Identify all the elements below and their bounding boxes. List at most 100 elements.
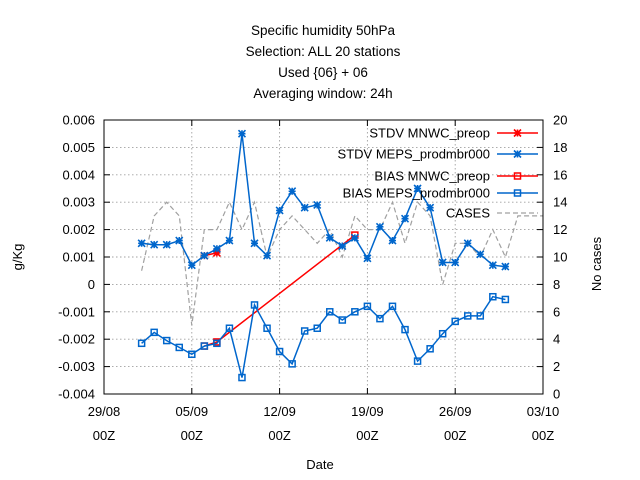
data-point-bias-meps-prodmbr000: [263, 324, 271, 332]
data-point-bias-meps-prodmbr000: [376, 314, 384, 323]
data-point-bias-meps-prodmbr000: [313, 324, 321, 332]
data-point-stdv-meps-prodmbr000: [438, 258, 447, 267]
data-point-bias-meps-prodmbr000: [351, 308, 359, 316]
data-point-stdv-meps-prodmbr000: [175, 236, 184, 245]
data-point-stdv-meps-prodmbr000: [476, 250, 485, 259]
data-point-bias-meps-prodmbr000: [338, 316, 347, 324]
y2-tick-label: 14: [553, 195, 567, 210]
legend-label-cases: CASES: [446, 206, 490, 221]
legend-label-stdv-mnwc-preop: STDV MNWC_preop: [369, 126, 490, 141]
x-tick-label-hour: 00Z: [93, 428, 115, 443]
data-point-bias-meps-prodmbr000: [188, 350, 196, 359]
series-line-cases: [141, 200, 543, 326]
data-point-stdv-meps-prodmbr000: [413, 184, 422, 193]
legend-label-bias-meps-prodmbr000: BIAS MEPS_prodmbr000: [343, 186, 490, 201]
x-tick-label-date: 29/08: [88, 404, 121, 419]
y-axis-label: g/Kg: [10, 244, 25, 271]
data-point-bias-meps-prodmbr000: [213, 339, 221, 348]
data-point-stdv-meps-prodmbr000: [426, 203, 435, 212]
data-point-bias-meps-prodmbr000: [137, 339, 146, 348]
y-tick-label: 0.002: [62, 222, 95, 237]
data-point-bias-meps-prodmbr000: [489, 292, 497, 301]
y2-tick-label: 10: [553, 250, 567, 265]
x-tick-label-date: 03/10: [527, 404, 560, 419]
legend-marker-stdv-meps-prodmbr000: [513, 149, 522, 159]
legend-label-bias-mnwc-preop: BIAS MNWC_preop: [374, 169, 490, 184]
data-point-bias-meps-prodmbr000: [175, 343, 184, 352]
data-point-bias-meps-prodmbr000: [326, 308, 334, 316]
y-tick-label: 0.001: [62, 250, 95, 265]
y-tick-label: -0.003: [58, 359, 95, 374]
y-tick-label: 0: [88, 277, 95, 292]
x-tick-label-hour: 00Z: [532, 428, 554, 443]
y2-axis-label: No cases: [589, 236, 604, 291]
y-tick-label: 0.003: [62, 195, 95, 210]
chart-title-line: Selection: ALL 20 stations: [246, 44, 401, 59]
y-tick-label: -0.002: [58, 332, 95, 347]
data-point-bias-meps-prodmbr000: [451, 317, 459, 326]
data-point-stdv-meps-prodmbr000: [275, 206, 284, 215]
data-point-bias-meps-prodmbr000: [162, 336, 171, 345]
data-point-stdv-meps-prodmbr000: [200, 251, 209, 260]
legend-marker-stdv-mnwc-preop: [513, 128, 522, 138]
data-point-stdv-meps-prodmbr000: [313, 200, 322, 210]
legend-marker-bias-mnwc-preop: [513, 172, 522, 180]
data-point-bias-meps-prodmbr000: [438, 329, 447, 338]
y-tick-label: 0.004: [62, 167, 95, 182]
data-point-stdv-meps-prodmbr000: [225, 236, 234, 245]
x-tick-label-date: 12/09: [263, 404, 296, 419]
data-point-stdv-meps-prodmbr000: [250, 239, 259, 248]
data-point-stdv-meps-prodmbr000: [338, 241, 347, 251]
data-point-bias-meps-prodmbr000: [250, 301, 259, 309]
x-tick-label-hour: 00Z: [181, 428, 203, 443]
data-point-stdv-mnwc-preop: [212, 248, 221, 257]
chart-title-line: Averaging window: 24h: [253, 86, 392, 101]
data-point-bias-meps-prodmbr000: [463, 312, 472, 320]
data-point-stdv-meps-prodmbr000: [187, 261, 196, 270]
x-tick-label-hour: 00Z: [268, 428, 290, 443]
data-point-stdv-meps-prodmbr000: [300, 203, 309, 212]
x-axis-label: Date: [306, 457, 333, 472]
y-tick-label: 0.005: [62, 140, 95, 155]
data-point-stdv-meps-prodmbr000: [363, 254, 372, 263]
y2-tick-label: 0: [553, 387, 560, 402]
x-tick-label-date: 26/09: [439, 404, 472, 419]
data-point-stdv-meps-prodmbr000: [375, 222, 385, 231]
data-point-bias-meps-prodmbr000: [363, 302, 372, 311]
chart-title-line: Specific humidity 50hPa: [251, 23, 396, 38]
data-point-bias-meps-prodmbr000: [275, 347, 284, 356]
y2-tick-label: 4: [553, 332, 560, 347]
data-point-bias-meps-prodmbr000: [200, 342, 209, 350]
data-point-stdv-meps-prodmbr000: [325, 233, 334, 242]
data-point-bias-meps-prodmbr000: [225, 324, 234, 332]
data-point-stdv-meps-prodmbr000: [400, 214, 410, 223]
data-point-stdv-meps-prodmbr000: [262, 251, 272, 260]
data-point-stdv-meps-prodmbr000: [388, 236, 397, 245]
data-point-bias-meps-prodmbr000: [300, 327, 309, 335]
chart-title-line: Used {06} + 06: [278, 65, 368, 80]
data-point-stdv-meps-prodmbr000: [237, 129, 247, 138]
y2-tick-label: 2: [553, 359, 560, 374]
data-point-stdv-meps-prodmbr000: [150, 240, 159, 249]
data-point-bias-meps-prodmbr000: [413, 357, 422, 365]
data-point-bias-meps-prodmbr000: [150, 328, 158, 337]
data-point-stdv-meps-prodmbr000: [350, 233, 359, 242]
y2-tick-label: 8: [553, 277, 560, 292]
y-tick-label: -0.001: [58, 304, 95, 319]
y2-tick-label: 12: [553, 222, 567, 237]
data-point-stdv-meps-prodmbr000: [463, 239, 472, 248]
legend-marker-bias-meps-prodmbr000: [513, 189, 522, 197]
data-point-bias-meps-prodmbr000: [401, 325, 409, 334]
x-tick-label-date: 05/09: [176, 404, 209, 419]
data-point-stdv-meps-prodmbr000: [501, 262, 510, 271]
data-point-bias-meps-prodmbr000: [388, 302, 397, 311]
data-point-bias-meps-prodmbr000: [238, 373, 246, 382]
data-point-bias-meps-prodmbr000: [288, 360, 296, 368]
data-point-stdv-meps-prodmbr000: [137, 239, 146, 248]
series-line-bias-meps-prodmbr000: [141, 295, 506, 378]
y-tick-label: -0.004: [58, 387, 95, 402]
data-point-stdv-meps-prodmbr000: [451, 258, 460, 267]
y2-tick-label: 6: [553, 304, 560, 319]
data-point-bias-meps-prodmbr000: [426, 345, 434, 353]
